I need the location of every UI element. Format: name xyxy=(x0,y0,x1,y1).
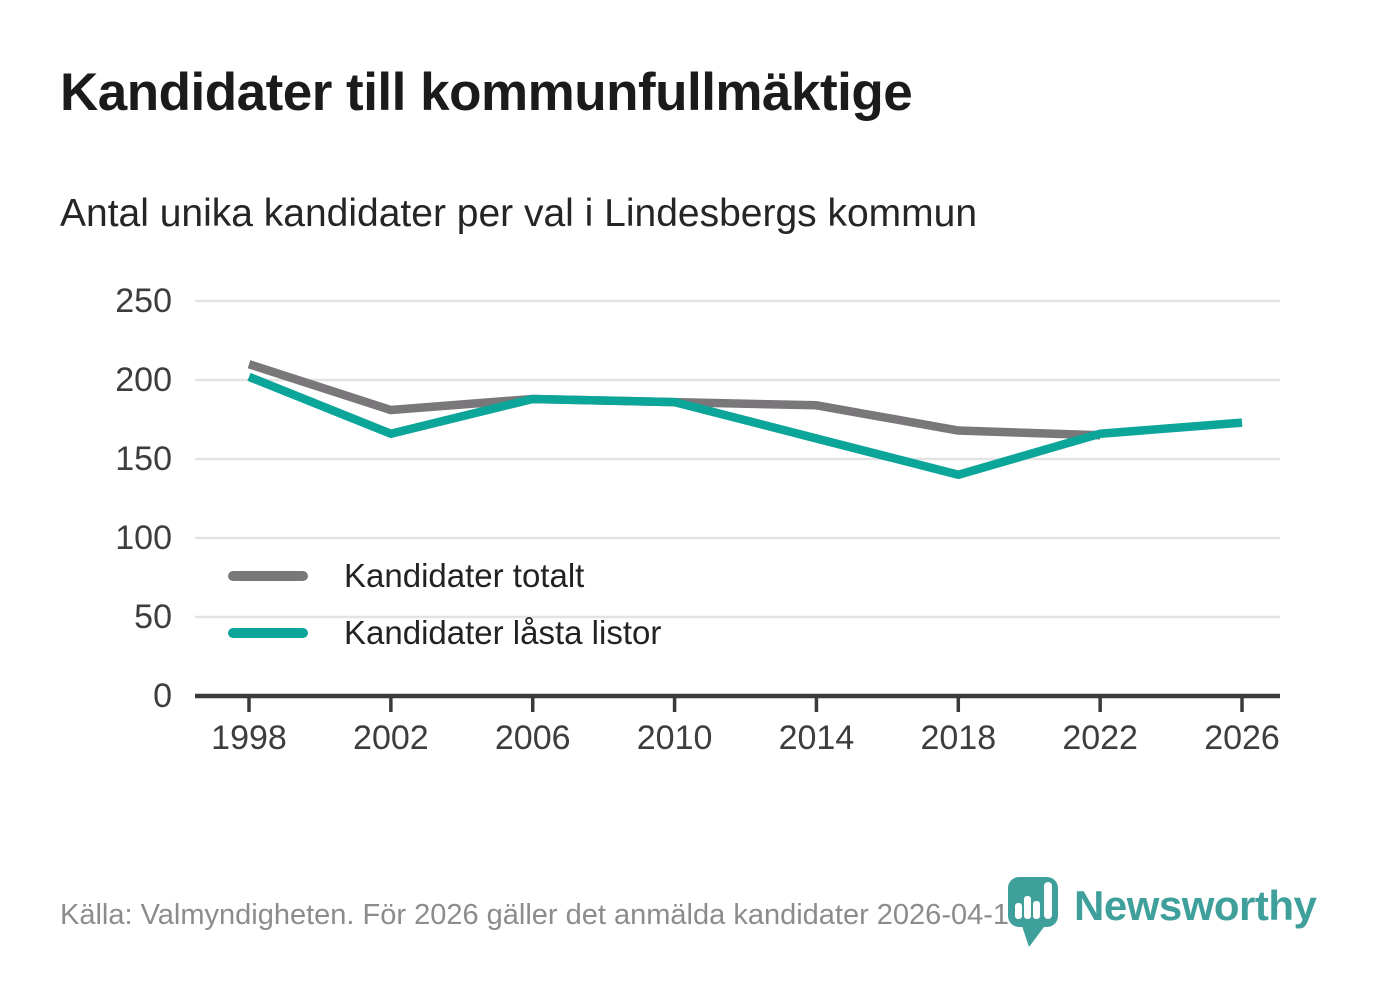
gridlines xyxy=(195,299,1280,619)
source-note: Källa: Valmyndigheten. För 2026 gäller d… xyxy=(60,899,1034,931)
map-pin-bar-chart-icon xyxy=(1008,877,1058,947)
chart-subtitle: Antal unika kandidater per val i Lindesb… xyxy=(60,192,978,235)
page-title: Kandidater till kommunfullmäktige xyxy=(60,63,913,122)
chart-legend: Kandidater totalt Kandidater låsta listo… xyxy=(228,556,661,670)
series-lines xyxy=(247,360,1243,480)
legend-swatch-gray xyxy=(228,571,308,581)
legend-item-kandidater-lasta-listor: Kandidater låsta listor xyxy=(228,613,661,653)
legend-item-kandidater-totalt: Kandidater totalt xyxy=(228,556,661,596)
newsworthy-logo: Newsworthy xyxy=(1008,869,1317,965)
line-chart-plot xyxy=(195,299,1280,712)
newsworthy-wordmark: Newsworthy xyxy=(1074,882,1317,929)
legend-swatch-teal xyxy=(228,628,308,638)
legend-label: Kandidater totalt xyxy=(344,557,585,594)
x-axis xyxy=(195,693,1280,712)
line-series-1 xyxy=(247,372,1243,480)
legend-label: Kandidater låsta listor xyxy=(344,614,662,651)
